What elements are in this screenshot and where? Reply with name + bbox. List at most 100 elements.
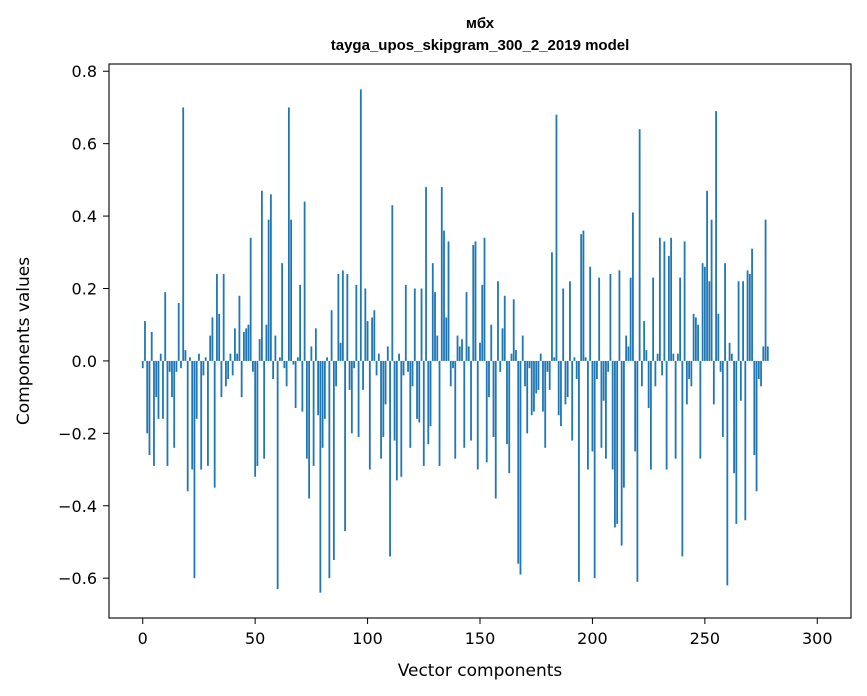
x-tick-label: 0 — [138, 629, 148, 648]
bar-component-120 — [411, 360, 414, 387]
bar-component-257 — [719, 360, 722, 372]
x-tick-label: 150 — [465, 629, 496, 648]
bar-component-210 — [614, 360, 616, 528]
bar-component-94 — [353, 360, 355, 369]
bar-component-123 — [418, 360, 421, 423]
bar-component-57 — [269, 194, 272, 361]
bar-component-214 — [623, 360, 625, 488]
bar-component-259 — [724, 263, 726, 361]
bar-component-224 — [645, 350, 648, 361]
bar-component-268 — [744, 360, 747, 521]
bar-component-237 — [674, 360, 677, 459]
bar-component-272 — [753, 360, 756, 456]
bar-component-50 — [254, 360, 257, 477]
bar-component-23 — [193, 360, 196, 579]
bar-component-13 — [171, 360, 173, 398]
bar-component-32 — [213, 360, 216, 488]
bar-component-12 — [168, 360, 171, 372]
bar-component-273 — [755, 360, 758, 492]
bar-component-167 — [517, 360, 520, 564]
bar-component-67 — [292, 360, 295, 365]
y-tick-label: 0.8 — [72, 62, 97, 81]
bar-component-247 — [697, 324, 699, 361]
bar-component-20 — [186, 360, 189, 492]
bar-component-174 — [533, 360, 535, 412]
bar-component-122 — [416, 360, 418, 419]
bar-component-70 — [299, 284, 302, 361]
bar-component-213 — [620, 360, 623, 546]
bar-component-244 — [690, 360, 693, 387]
bar-component-196 — [582, 230, 585, 361]
bar-component-56 — [267, 219, 270, 361]
x-tick-label: 250 — [690, 629, 721, 648]
bar-component-54 — [263, 360, 266, 459]
bar-component-207 — [607, 360, 610, 372]
bar-component-171 — [526, 360, 529, 434]
bar-component-145 — [467, 346, 470, 361]
bar-component-216 — [627, 346, 630, 361]
bar-component-220 — [636, 360, 639, 582]
bar-component-5 — [153, 360, 155, 466]
y-tick-label: 0.0 — [72, 352, 97, 371]
bar-component-131 — [436, 335, 439, 361]
bar-component-176 — [537, 360, 540, 390]
bar-component-157 — [494, 360, 497, 499]
bar-component-180 — [546, 360, 549, 372]
bar-component-24 — [195, 360, 198, 419]
bar-component-141 — [458, 346, 461, 361]
bar-component-18 — [182, 107, 185, 361]
y-tick-label: −0.2 — [58, 424, 97, 443]
bar-component-269 — [746, 270, 749, 361]
bar-component-233 — [665, 360, 668, 470]
bar-component-30 — [209, 335, 212, 361]
x-tick-label: 200 — [577, 629, 608, 648]
chart-subtitle: tayga_upos_skipgram_300_2_2019 model — [331, 37, 630, 54]
bar-component-139 — [454, 360, 457, 459]
bar-component-162 — [506, 360, 508, 445]
bar-component-206 — [605, 360, 607, 459]
bar-component-128 — [429, 360, 432, 427]
bar-component-51 — [256, 360, 259, 466]
bar-component-55 — [265, 324, 268, 361]
bar-component-79 — [319, 360, 322, 593]
bar-component-160 — [501, 328, 504, 361]
plot-frame — [108, 63, 852, 619]
bar-component-103 — [373, 310, 376, 361]
bar-component-277 — [764, 219, 767, 361]
bar-component-105 — [377, 353, 380, 361]
y-tick-label: −0.4 — [58, 497, 97, 516]
bar-component-246 — [694, 317, 697, 361]
bar-component-200 — [591, 360, 594, 452]
x-tick-label: 300 — [802, 629, 833, 648]
bar-component-62 — [281, 263, 284, 361]
bar-component-40 — [231, 360, 234, 376]
bar-component-166 — [515, 350, 517, 361]
x-axis-ticks: 0 50 100 150 200 250 300 — [138, 618, 833, 648]
y-tick-label: −0.6 — [58, 569, 97, 588]
bar-component-148 — [474, 241, 477, 361]
x-axis-label: Vector components — [398, 661, 563, 681]
bar-component-36 — [222, 274, 225, 361]
bar-component-191 — [571, 360, 574, 441]
bar-component-228 — [654, 360, 657, 387]
bar-component-155 — [490, 324, 493, 361]
bar-component-11 — [166, 360, 169, 466]
bar-component-81 — [323, 360, 326, 419]
bar-component-222 — [640, 360, 643, 387]
bar-component-172 — [528, 360, 531, 369]
bar-component-187 — [562, 288, 565, 361]
bar-component-266 — [739, 360, 742, 401]
bar-component-7 — [157, 360, 160, 419]
bar-component-262 — [730, 353, 733, 361]
bar-component-198 — [587, 360, 589, 470]
bar-component-109 — [386, 346, 389, 361]
bar-component-152 — [483, 237, 486, 361]
bar-component-218 — [632, 212, 634, 361]
bar-component-271 — [751, 248, 753, 361]
bar-component-205 — [602, 360, 605, 401]
bar-component-1 — [144, 321, 146, 361]
bar-component-241 — [683, 241, 686, 361]
bar-component-163 — [508, 360, 511, 474]
y-axis-ticks: −0.6 −0.4 −0.2 0.0 0.2 0.4 0.6 0.8 — [58, 62, 109, 588]
bar-component-182 — [551, 252, 553, 361]
